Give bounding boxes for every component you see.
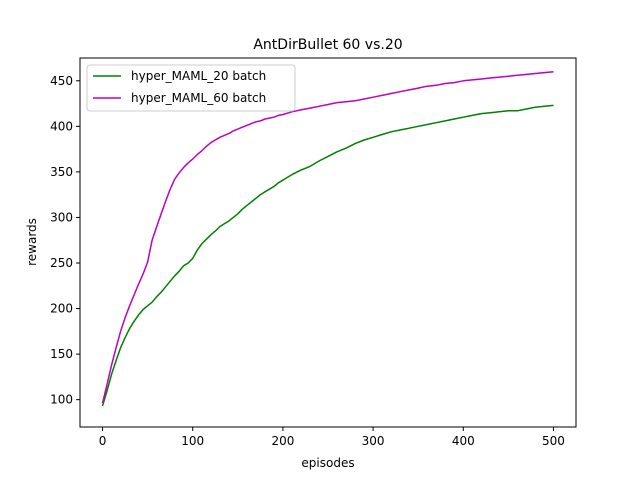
plot-lines — [101, 70, 554, 407]
x-tick-label: 500 — [542, 434, 565, 448]
x-tick-label: 400 — [452, 434, 475, 448]
chart-title: AntDirBullet 60 vs.20 — [253, 37, 402, 53]
x-axis-ticks: 0 100 200 300 400 500 — [99, 427, 565, 448]
y-tick-label: 400 — [50, 119, 73, 133]
x-tick-label: 200 — [271, 434, 294, 448]
series-line-2 — [101, 70, 554, 404]
legend-label-series-2: hyper_MAML_60 batch — [131, 91, 266, 105]
y-tick-label: 200 — [50, 302, 73, 316]
y-tick-label: 250 — [50, 256, 73, 270]
y-tick-label: 350 — [50, 165, 73, 179]
y-tick-label: 150 — [50, 347, 73, 361]
x-axis-label: episodes — [301, 456, 354, 470]
plot-frame — [79, 57, 577, 428]
y-tick-label: 100 — [50, 393, 73, 407]
y-axis-label: rewards — [25, 218, 39, 266]
legend-label-series-1: hyper_MAML_20 batch — [131, 69, 266, 83]
y-tick-label: 300 — [50, 210, 73, 224]
x-tick-label: 300 — [362, 434, 385, 448]
legend: hyper_MAML_20 batch hyper_MAML_60 batch — [86, 64, 296, 112]
y-axis-ticks: 100 150 200 250 300 350 400 450 — [50, 74, 80, 407]
series-line-1 — [101, 104, 554, 407]
y-tick-label: 450 — [50, 74, 73, 88]
legend-box — [86, 64, 296, 112]
x-tick-label: 100 — [181, 434, 204, 448]
x-tick-label: 0 — [99, 434, 107, 448]
